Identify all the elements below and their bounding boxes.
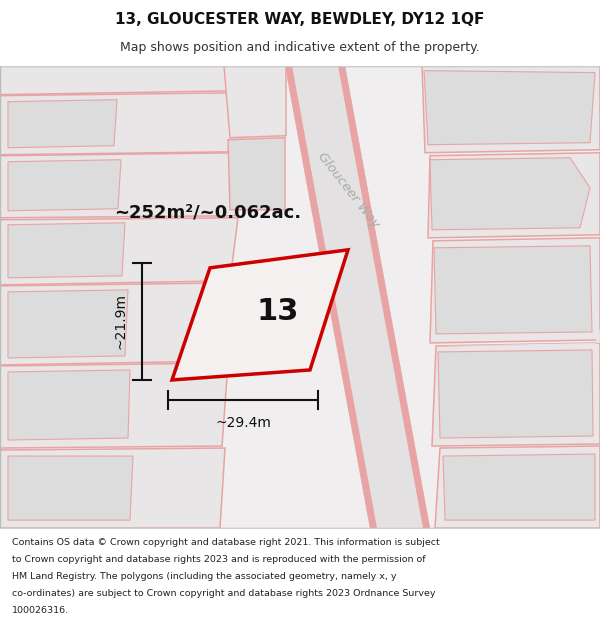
Polygon shape [432, 328, 600, 346]
Polygon shape [432, 343, 600, 446]
Polygon shape [443, 454, 595, 520]
Polygon shape [8, 99, 117, 148]
Text: Map shows position and indicative extent of the property.: Map shows position and indicative extent… [120, 41, 480, 54]
Polygon shape [285, 66, 377, 528]
Polygon shape [435, 446, 600, 528]
Polygon shape [0, 283, 232, 365]
Text: ~21.9m: ~21.9m [114, 293, 128, 349]
Polygon shape [285, 66, 430, 528]
Polygon shape [430, 238, 600, 343]
Polygon shape [285, 66, 377, 528]
Polygon shape [8, 222, 125, 278]
Text: Glouceer Way: Glouceer Way [314, 149, 382, 230]
Polygon shape [424, 71, 595, 145]
Polygon shape [422, 66, 600, 152]
Polygon shape [8, 456, 133, 520]
Polygon shape [0, 363, 228, 448]
Polygon shape [0, 152, 242, 218]
Text: ~252m²/~0.062ac.: ~252m²/~0.062ac. [115, 204, 302, 222]
Text: 100026316.: 100026316. [12, 606, 69, 614]
Polygon shape [8, 160, 121, 211]
Text: to Crown copyright and database rights 2023 and is reproduced with the permissio: to Crown copyright and database rights 2… [12, 555, 425, 564]
Text: HM Land Registry. The polygons (including the associated geometry, namely x, y: HM Land Registry. The polygons (includin… [12, 572, 397, 581]
Polygon shape [0, 66, 600, 528]
Polygon shape [338, 66, 430, 528]
Polygon shape [8, 370, 130, 440]
Polygon shape [8, 290, 128, 358]
Polygon shape [434, 246, 592, 334]
Polygon shape [438, 350, 593, 438]
Polygon shape [224, 66, 286, 138]
Text: 13, GLOUCESTER WAY, BEWDLEY, DY12 1QF: 13, GLOUCESTER WAY, BEWDLEY, DY12 1QF [115, 12, 485, 27]
Polygon shape [0, 448, 225, 528]
Polygon shape [285, 66, 430, 528]
Polygon shape [0, 66, 248, 94]
Text: co-ordinates) are subject to Crown copyright and database rights 2023 Ordnance S: co-ordinates) are subject to Crown copyr… [12, 589, 436, 598]
Text: 13: 13 [257, 298, 299, 326]
Text: ~29.4m: ~29.4m [215, 416, 271, 430]
Polygon shape [0, 92, 246, 155]
Polygon shape [172, 250, 348, 380]
Polygon shape [228, 138, 285, 210]
Polygon shape [428, 152, 600, 238]
Polygon shape [338, 66, 430, 528]
Text: Contains OS data © Crown copyright and database right 2021. This information is : Contains OS data © Crown copyright and d… [12, 538, 440, 547]
Polygon shape [430, 158, 590, 230]
Polygon shape [0, 217, 238, 285]
